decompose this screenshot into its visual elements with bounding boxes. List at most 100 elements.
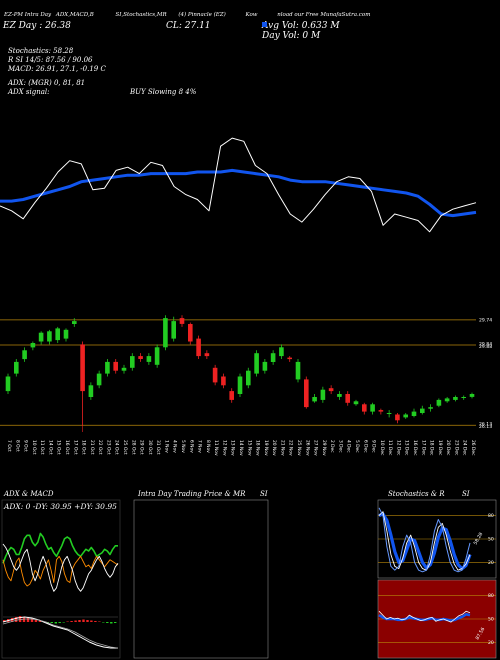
x-tick-label: 6 Dec <box>362 440 368 453</box>
candle-body <box>14 361 19 374</box>
macd-hist-bar <box>74 620 77 622</box>
header-line1-part1: EZ-PM Intra Day <box>4 12 52 18</box>
macd-readout: MACD: 26.91, 27.1, -0.19 C <box>8 65 106 73</box>
stochastics-panel: 80 50 20 58.28 <box>378 507 496 573</box>
stoch-readout-label: 58.28 <box>473 532 485 546</box>
adx-signal-label: ADX signal: <box>8 88 50 96</box>
candle-body <box>105 361 110 374</box>
x-tick-label: 26 Nov <box>304 440 310 456</box>
candle-body <box>345 394 350 403</box>
candle-body <box>320 389 326 400</box>
macd-hist-bar <box>86 620 89 622</box>
x-tick-label: 11 Dec <box>387 440 393 456</box>
close-price: CL: 27.11 <box>166 21 211 31</box>
legend-swatch <box>262 22 267 27</box>
macd-hist-bar <box>3 620 6 622</box>
x-tick-label: 22 Oct <box>97 440 103 455</box>
rsi-tick-label: 80 <box>488 593 494 599</box>
x-tick-label: 15 Oct <box>56 440 62 455</box>
candle-body <box>5 376 11 392</box>
adx-macd-title: ADX & MACD <box>4 490 54 498</box>
price-tick-label: 26.13 <box>479 422 492 428</box>
buy-signal: BUY Slowing 8 4% <box>130 88 197 96</box>
candle-body <box>362 404 367 412</box>
candle-body <box>246 370 251 386</box>
header-line1-part6: nload our Free MunafaSutra.com <box>277 12 371 18</box>
x-tick-label: 22 Nov <box>288 440 294 456</box>
candle-body <box>279 347 284 357</box>
x-tick-label: 21 Oct <box>89 440 95 455</box>
adx-line-green <box>2 532 118 564</box>
x-tick-label: 24 Dec <box>462 440 468 456</box>
x-tick-label: 18 Nov <box>255 440 261 456</box>
x-tick-label: 13 Nov <box>230 440 236 456</box>
stoch-readout: Stochastics: 58.28 <box>8 47 74 55</box>
adx-macd-readout: ADX: 0 -DY: 30.95 +DY: 30.95 <box>4 502 117 511</box>
adx-line-orange <box>2 555 119 587</box>
x-tick-label: 12 Dec <box>395 440 401 456</box>
candle-body <box>254 353 259 374</box>
macd-hist-bar <box>102 622 105 623</box>
x-tick-label: 4 Nov <box>172 440 178 453</box>
x-tick-label: 25 Oct <box>122 440 128 455</box>
x-tick-label: 23 Oct <box>105 440 111 455</box>
macd-hist-bar <box>30 619 34 622</box>
candle-body <box>469 394 475 397</box>
x-tick-label: 12 Nov <box>221 440 227 456</box>
macd-hist-bar <box>22 617 26 622</box>
x-tick-label: 9 Oct <box>23 440 29 452</box>
x-tick-label: 30 Oct <box>147 440 153 455</box>
rsi-readout-label: 87.56 <box>475 627 487 641</box>
header-line1-part2: ADX,MACD,B <box>55 12 94 18</box>
x-tick-label: 6 Nov <box>188 440 194 453</box>
macd-hist-bar <box>54 622 57 624</box>
price-tick-label: 26.13 <box>479 424 492 430</box>
x-tick-label: 7 Oct <box>6 440 12 452</box>
moving-average-line <box>0 168 477 218</box>
candle-body <box>337 394 342 397</box>
day-price: EZ Day : 26.38 <box>3 21 71 31</box>
macd-hist-bar <box>110 622 113 624</box>
macd-hist-bar <box>82 619 85 622</box>
x-axis: 7 Oct 8 Oct 9 Oct 10 Oct 11 Oct 14 Oct 15 Oct 1… <box>6 440 476 456</box>
candle-body <box>80 344 85 392</box>
adx-panel-frame <box>1 499 121 659</box>
x-tick-label: 19 Dec <box>437 440 443 456</box>
header-line1: EZ-PM Intra Day ADX,MACD,B SI,Stochastic… <box>4 12 370 18</box>
x-tick-label: 21 Nov <box>279 440 285 456</box>
x-tick-label: 13 Dec <box>404 440 410 456</box>
candle-body <box>63 329 69 339</box>
candle-body <box>403 414 408 418</box>
rsi-line <box>378 610 471 623</box>
x-tick-label: 10 Oct <box>31 440 37 455</box>
macd-hist-bar <box>78 620 81 622</box>
candle-body <box>428 407 433 409</box>
candle-body <box>138 356 143 359</box>
candle-body <box>163 318 168 348</box>
candle-body <box>262 361 268 371</box>
candle-body <box>461 397 466 398</box>
x-tick-label: 4 Dec <box>346 440 352 453</box>
price-line <box>0 137 477 233</box>
stoch-tick-label: 50 <box>488 537 494 543</box>
macd-hist-bar <box>50 622 53 623</box>
macd-hist-bar <box>38 621 42 622</box>
top-overlay-chart <box>0 137 477 233</box>
x-tick-label: 11 Oct <box>39 440 45 455</box>
candle-body <box>229 391 234 400</box>
x-tick-label: 29 Nov <box>321 440 327 456</box>
macd-hist-bar <box>70 621 73 622</box>
candle-body <box>121 367 127 371</box>
macd-hist-bar <box>114 622 117 623</box>
x-tick-label: 17 Dec <box>420 440 426 456</box>
macd-hist-bar <box>106 622 109 623</box>
candle-body <box>72 321 77 324</box>
x-tick-label: 8 Nov <box>205 440 211 453</box>
candle-body <box>237 376 243 394</box>
x-tick-label: 11 Nov <box>213 440 219 456</box>
x-tick-label: 27 Nov <box>313 440 319 456</box>
candle-body <box>171 321 176 339</box>
